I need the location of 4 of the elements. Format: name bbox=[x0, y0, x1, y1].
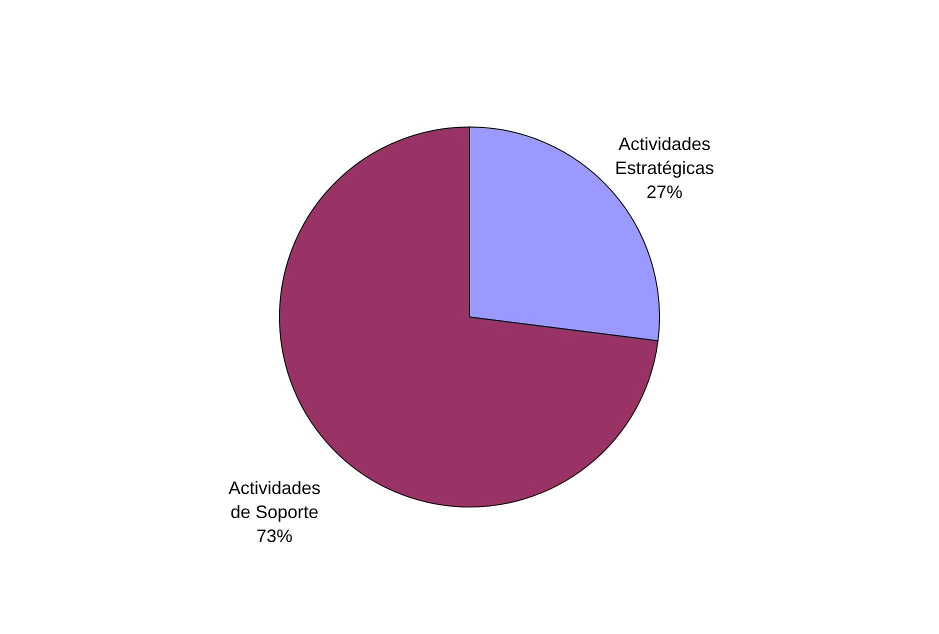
slice-label: Actividades de Soporte bbox=[228, 478, 320, 522]
data-label: 73% bbox=[256, 526, 292, 546]
slice-label: Actividades Estratégicas bbox=[615, 134, 714, 178]
data-label: 27% bbox=[646, 182, 683, 202]
